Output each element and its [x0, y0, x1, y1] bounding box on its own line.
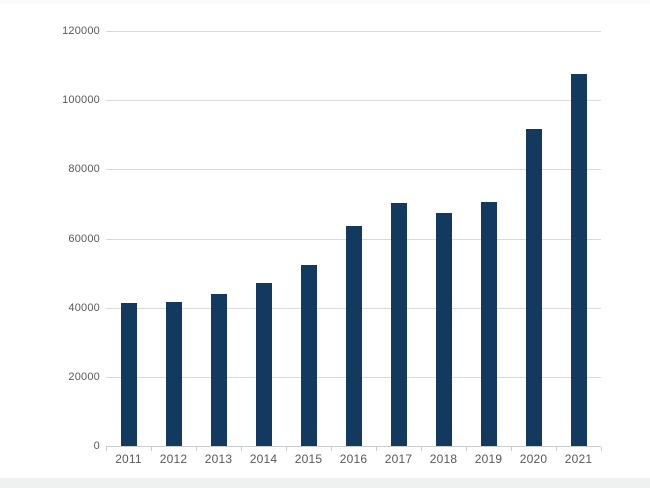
axis-tick — [151, 447, 152, 451]
axis-tick — [286, 447, 287, 451]
plot-area: 0 20000 40000 60000 80000 100000 120000 2011 201… — [62, 25, 602, 466]
bar — [300, 264, 317, 446]
axis-tick — [601, 447, 602, 451]
axis-tick — [421, 447, 422, 451]
axis-tick — [196, 447, 197, 451]
axis-tick — [106, 447, 107, 451]
y-axis-label: 0 — [93, 440, 100, 452]
gridline — [106, 100, 601, 102]
axis-tick — [376, 447, 377, 451]
axis-tick — [331, 447, 332, 451]
bar — [570, 73, 587, 446]
x-axis-label: 2012 — [159, 452, 188, 466]
axis-tick — [241, 447, 242, 451]
x-axis-label: 2020 — [519, 452, 548, 466]
gridline — [106, 31, 601, 32]
bar — [255, 283, 272, 446]
bar — [210, 293, 227, 446]
x-axis-label: 2019 — [474, 452, 503, 466]
y-axis-label: 60000 — [68, 232, 100, 245]
axis-tick — [511, 447, 512, 451]
bar — [480, 201, 497, 446]
gridline — [106, 169, 601, 171]
bar — [390, 203, 407, 446]
bar — [345, 226, 362, 446]
x-axis-label: 2015 — [294, 452, 323, 466]
x-axis-label: 2014 — [249, 452, 278, 466]
x-axis-label: 2011 — [115, 452, 142, 466]
y-axis-label: 40000 — [68, 301, 100, 314]
axis-tick — [466, 447, 467, 451]
x-axis-label: 2017 — [384, 452, 413, 466]
y-axis-label: 120000 — [62, 25, 100, 37]
bar — [435, 212, 452, 446]
top-edge-strip — [0, 0, 650, 4]
bar — [165, 302, 182, 446]
bar — [120, 303, 137, 446]
x-axis-label: 2018 — [429, 452, 458, 466]
footer-strip — [0, 478, 650, 488]
x-axis-label: 2013 — [204, 452, 233, 466]
y-axis-label: 20000 — [68, 370, 100, 383]
y-axis-label: 100000 — [62, 94, 100, 107]
y-axis-label: 80000 — [68, 163, 100, 176]
axis-tick — [556, 447, 557, 451]
x-axis-label: 2016 — [339, 452, 368, 466]
bar — [525, 128, 542, 446]
x-axis-label: 2021 — [564, 452, 593, 466]
axis-baseline — [106, 446, 601, 447]
